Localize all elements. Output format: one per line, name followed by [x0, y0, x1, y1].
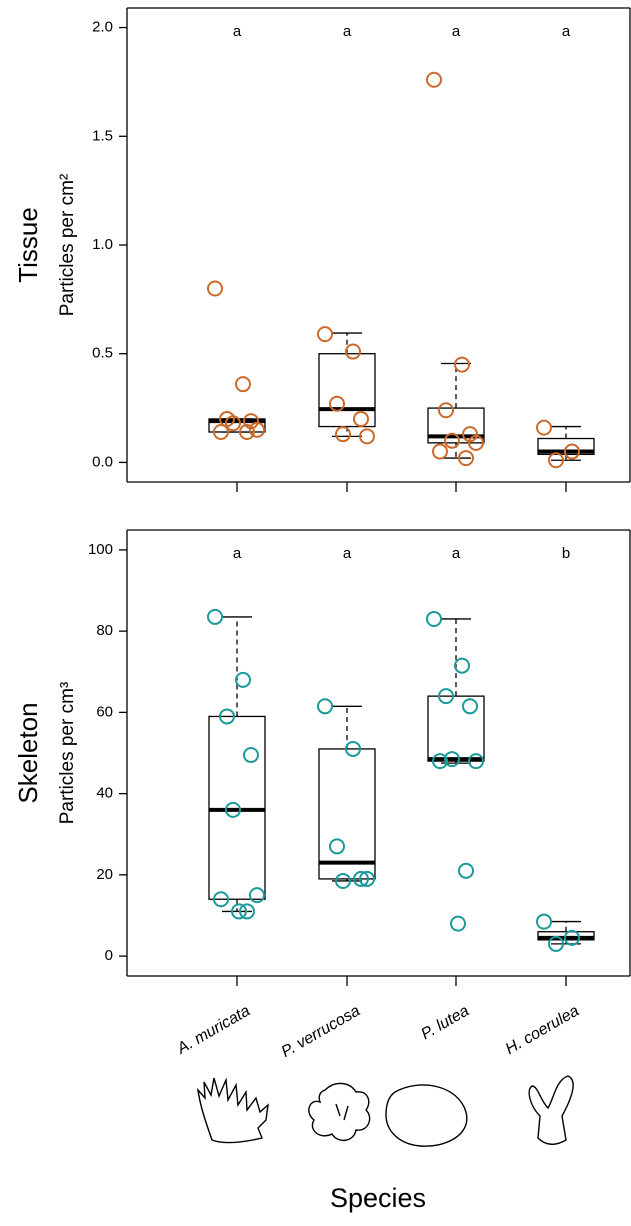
data-point: [444, 432, 460, 449]
data-point: [345, 740, 361, 757]
group-letter: a: [233, 545, 242, 562]
data-point: [359, 428, 375, 445]
data-point: [235, 671, 251, 688]
data-point: [335, 872, 351, 889]
box: [208, 715, 266, 900]
data-point: [353, 870, 369, 887]
data-point: [207, 608, 223, 625]
data-point: [458, 862, 474, 879]
data-point: [213, 423, 229, 440]
y-axis-label: Particles per cm³: [57, 682, 78, 825]
y-tick-label: 80: [96, 622, 113, 639]
data-point: [536, 419, 552, 436]
data-point: [450, 915, 466, 932]
data-point: [335, 426, 351, 443]
data-point: [249, 887, 265, 904]
data-point: [317, 698, 333, 715]
y-tick-label: 60: [96, 703, 113, 720]
data-point: [468, 434, 484, 451]
x-axis-label: Species: [330, 1183, 426, 1213]
group-letter: a: [562, 23, 571, 40]
box: [427, 695, 485, 762]
data-point: [432, 443, 448, 460]
data-point: [426, 71, 442, 88]
icon-massive: [385, 1084, 468, 1147]
group-letter: a: [452, 545, 461, 562]
coral-icons: [196, 1075, 574, 1147]
data-point: [235, 376, 251, 393]
data-point: [454, 356, 470, 373]
data-point: [231, 903, 247, 920]
data-point: [548, 452, 564, 469]
data-point: [243, 747, 259, 764]
data-point: [317, 326, 333, 343]
data-point: [207, 280, 223, 297]
group-letter: a: [233, 23, 242, 40]
y-tick-label: 1.0: [92, 236, 113, 253]
icon-fork: [528, 1075, 574, 1145]
group-letter: b: [562, 545, 570, 562]
y-tick-label: 40: [96, 785, 113, 802]
data-point: [548, 935, 564, 952]
data-point: [444, 751, 460, 768]
data-point: [329, 838, 345, 855]
data-point: [353, 410, 369, 427]
data-point: [458, 450, 474, 467]
data-point: [225, 415, 241, 432]
icon-branching: [196, 1077, 269, 1144]
y-tick-label: 0: [105, 947, 113, 964]
y-axis-label: Particles per cm²: [57, 174, 78, 317]
data-point: [432, 753, 448, 770]
panel-title: Tissue: [13, 207, 43, 283]
data-point: [536, 913, 552, 930]
x-tick-label: P. verrucosa: [279, 1002, 364, 1061]
group-letter: a: [343, 23, 352, 40]
group-letter: a: [343, 545, 352, 562]
y-tick-label: 1.5: [92, 127, 113, 144]
panel-title: Skeleton: [13, 702, 43, 803]
data-point: [359, 870, 375, 887]
y-tick-label: 100: [88, 541, 113, 558]
data-point: [454, 657, 470, 674]
x-tick-label: P. lutea: [418, 1002, 472, 1043]
data-point: [219, 708, 235, 725]
box: [318, 748, 376, 880]
y-tick-label: 20: [96, 866, 113, 883]
x-tick-label: H. coerulea: [503, 1002, 582, 1058]
data-point: [438, 402, 454, 419]
y-tick-label: 2.0: [92, 19, 113, 36]
data-point: [225, 801, 241, 818]
data-point: [345, 343, 361, 360]
data-point: [468, 753, 484, 770]
data-point: [564, 443, 580, 460]
data-point: [249, 421, 265, 438]
data-point: [213, 891, 229, 908]
y-tick-label: 0.5: [92, 345, 113, 362]
icon-lobed: [308, 1082, 371, 1141]
x-tick-label: A. muricata: [174, 1002, 254, 1058]
data-point: [239, 423, 255, 440]
y-tick-label: 0.0: [92, 453, 113, 470]
data-point: [462, 698, 478, 715]
data-point: [239, 903, 255, 920]
data-point: [438, 688, 454, 705]
data-point: [426, 610, 442, 627]
data-point: [329, 395, 345, 412]
group-letter: a: [452, 23, 461, 40]
data-point: [564, 929, 580, 946]
